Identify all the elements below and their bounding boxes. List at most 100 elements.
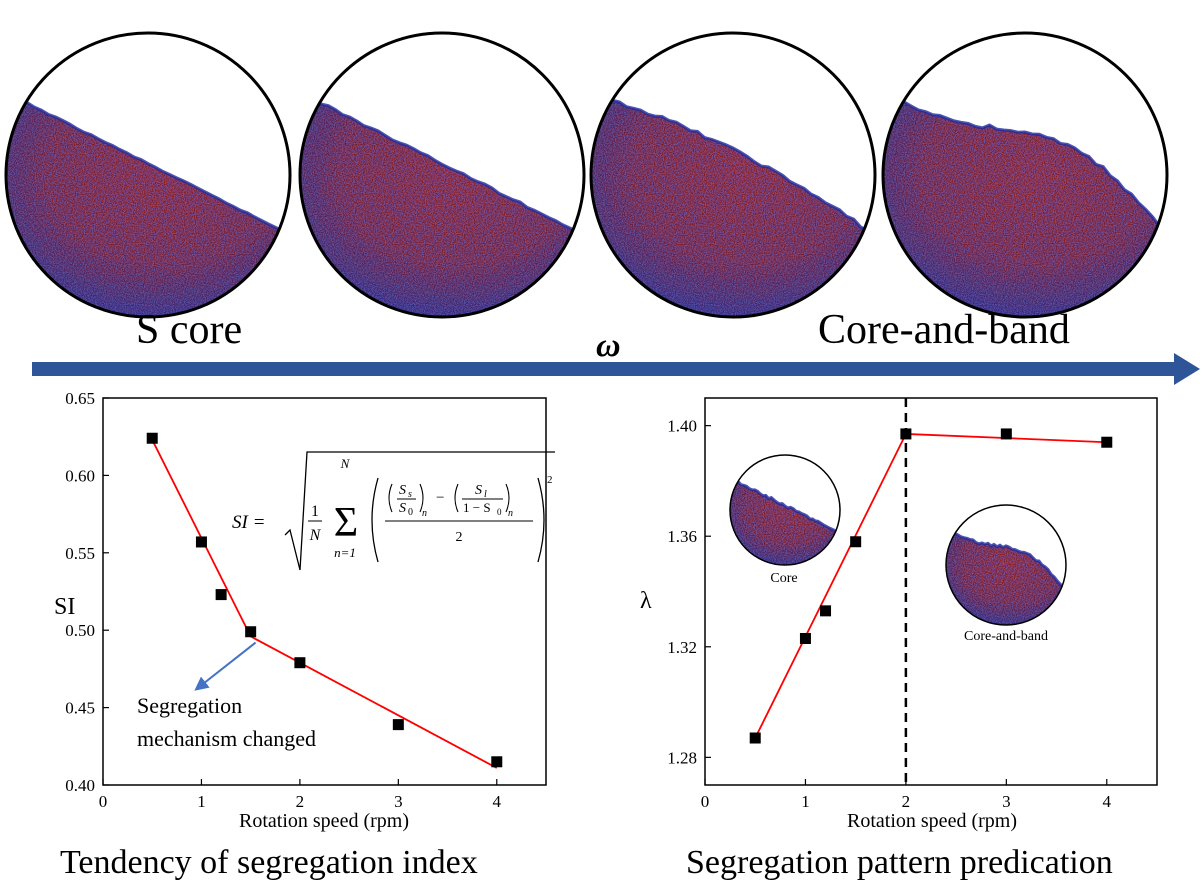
lambda-data-point: [850, 536, 862, 548]
formula-inner-paren-l1: [388, 483, 393, 513]
si-y-ticks: 0.40 0.45 0.50 0.55 0.60 0.65: [65, 389, 109, 795]
formula-minus: −: [436, 490, 444, 506]
drum-1-particles: [6, 92, 290, 317]
si-fit-lines: [151, 439, 498, 769]
si-y-tick-label: 0.50: [65, 621, 95, 640]
lambda-data-point: [1101, 436, 1113, 448]
si-y-axis-label: SI: [54, 594, 75, 620]
inset-2-bed: [946, 529, 1066, 625]
lambda-x-tick-label: 0: [701, 792, 710, 811]
si-y-tick-label: 0.45: [65, 699, 95, 718]
si-chart: 0.40 0.45 0.50 0.55 0.60 0.65 0 1 2 3 4 SI Rotati…: [54, 389, 555, 832]
inset-2-outline: [945, 504, 1067, 626]
drum-1-surface: [6, 90, 290, 237]
formula-sub-n-2: n: [508, 508, 513, 519]
drum-row: [4, 31, 1169, 319]
formula-s0-sub: 0: [408, 507, 413, 518]
lambda-data-point: [749, 732, 761, 744]
lambda-x-tick-label: 1: [801, 792, 810, 811]
si-data-point: [294, 657, 306, 669]
lambda-y-tick-label: 1.32: [667, 638, 697, 657]
lambda-x-tick-label: 2: [902, 792, 911, 811]
formula-inner-paren-r2: [505, 483, 510, 513]
si-formula: SI = 1 N N Σ n=1 S s S 0 n − S l 1 − S 0: [232, 451, 555, 571]
mechanism-changed-arrow: [194, 641, 257, 691]
lambda-data-point: [900, 428, 912, 440]
formula-two: 2: [456, 530, 463, 545]
inset-1-outline: [729, 454, 841, 566]
drum-4-bed: [883, 91, 1167, 317]
lambda-x-tick-label: 3: [1002, 792, 1011, 811]
si-data-points: [146, 432, 503, 768]
si-chart-title: Tendency of segregation index: [60, 844, 478, 881]
lambda-x-axis-label: Rotation speed (rpm): [847, 810, 1017, 832]
si-x-tick-label: 0: [99, 792, 108, 811]
formula-sum-top: N: [340, 456, 351, 471]
inset-1-particles: [730, 477, 840, 565]
si-data-point: [245, 626, 257, 638]
drum-3-surface: [591, 89, 875, 236]
formula-sl-sub: l: [484, 489, 487, 500]
lambda-y-ticks: 1.28 1.32 1.36 1.40: [667, 417, 711, 767]
inset-2-particles: [946, 530, 1066, 625]
si-data-point: [392, 719, 404, 731]
formula-paren-left: [371, 477, 379, 563]
drum-2-bed: [300, 91, 584, 317]
formula-inner-paren-l2: [454, 483, 459, 513]
inset-1-bed: [730, 476, 840, 565]
formula-ss-sub: s: [408, 489, 412, 500]
inset-1-surface: [730, 476, 840, 534]
drum-4: [881, 31, 1169, 319]
formula-inner-paren-r1: [419, 483, 424, 513]
lambda-fit-line: [754, 433, 907, 739]
lambda-data-points: [749, 428, 1113, 744]
si-x-tick-label: 1: [197, 792, 206, 811]
formula-sl: S: [475, 483, 482, 498]
pattern-label-s-core: S core: [136, 307, 242, 353]
formula-sqrt: [284, 451, 555, 571]
formula-sum-bottom: n=1: [334, 545, 356, 560]
inset-2: [945, 504, 1067, 626]
formula-ss: S: [399, 483, 406, 498]
formula-s0: S: [399, 501, 406, 516]
drum-2: [298, 31, 586, 319]
formula-frac-one: 1: [311, 503, 319, 520]
si-data-point: [215, 589, 227, 601]
lambda-insets: [729, 454, 1067, 626]
drum-3-particles: [591, 91, 875, 317]
si-x-tick-label: 2: [296, 792, 305, 811]
drum-4-surface: [883, 91, 1167, 237]
drum-3-bed: [591, 89, 875, 317]
lambda-chart: 1.28 1.32 1.36 1.40 0 1 2 3 4 λ Rotation speed …: [640, 397, 1158, 832]
rotation-speed-arrow: [32, 353, 1200, 385]
si-data-point: [491, 756, 503, 768]
lambda-x-tick-label: 4: [1103, 792, 1112, 811]
formula-paren-right: [537, 477, 545, 563]
si-data-point: [195, 536, 207, 548]
drum-2-particles: [300, 92, 584, 317]
formula-lhs: SI =: [232, 512, 265, 533]
lambda-chart-title: Segregation pattern predication: [686, 844, 1113, 881]
si-x-tick-label: 4: [493, 792, 502, 811]
drum-2-outline: [298, 31, 586, 319]
inset-1: [729, 454, 841, 566]
pattern-label-core-and-band: Core-and-band: [818, 307, 1070, 353]
formula-sub-n-1: n: [422, 508, 427, 519]
drum-1-bed: [6, 90, 290, 317]
omega-label: ω: [596, 327, 621, 364]
formula-frac-n: N: [309, 527, 322, 544]
annotation-line-2: mechanism changed: [137, 726, 316, 751]
drum-1: [4, 31, 292, 319]
arrow-head: [1174, 353, 1200, 385]
si-fit-line: [250, 635, 498, 769]
formula-one-minus-sub: 0: [497, 507, 502, 517]
lambda-plot-frame: [704, 397, 1158, 786]
inset-core-and-band-label: Core-and-band: [964, 629, 1048, 644]
drum-4-particles: [883, 92, 1167, 317]
formula-one-minus: 1 − S: [463, 500, 491, 515]
si-y-tick-label: 0.40: [65, 776, 95, 795]
drum-1-outline: [4, 31, 292, 319]
drum-4-outline: [881, 31, 1169, 319]
si-y-tick-label: 0.55: [65, 544, 95, 563]
